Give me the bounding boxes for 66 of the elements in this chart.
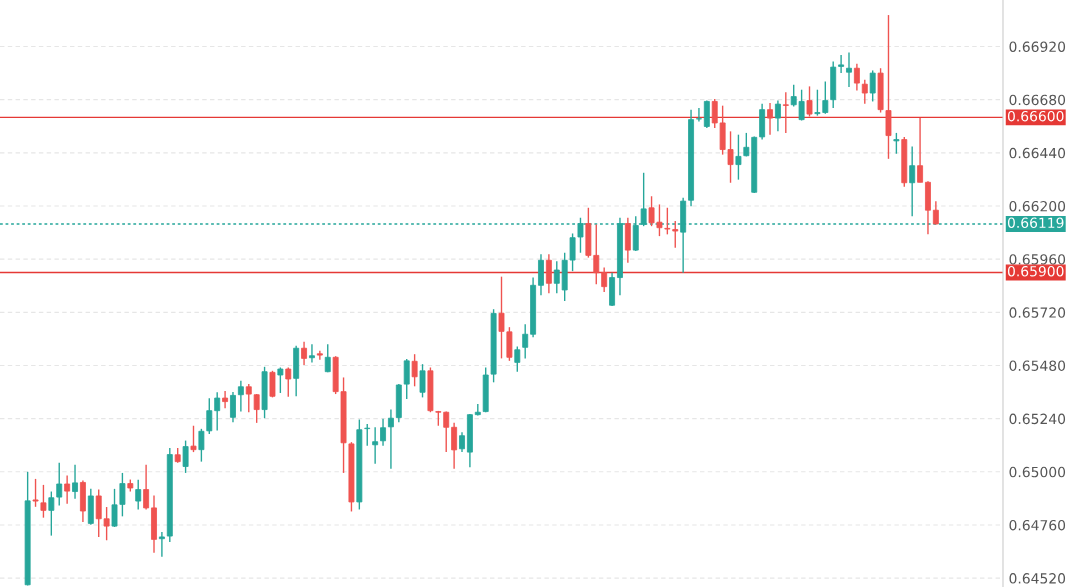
- candlestick: [214, 391, 221, 432]
- ref-line-label: 0.66119: [1007, 217, 1064, 228]
- y-tick-label: 0.65480: [1009, 360, 1066, 371]
- y-tick-label: 0.64520: [1009, 573, 1066, 584]
- y-tick-label: 0.66440: [1009, 147, 1066, 159]
- candlestick: [135, 479, 142, 511]
- candlestick: [277, 366, 284, 394]
- y-tick-label: 0.65000: [1009, 466, 1066, 478]
- candlestick: [182, 439, 189, 474]
- candlestick: [695, 107, 702, 123]
- candlestick: [237, 380, 244, 413]
- candlestick: [285, 366, 292, 398]
- candlestick: [222, 390, 229, 409]
- candlestick: [545, 253, 552, 294]
- candlestick: [846, 51, 852, 88]
- y-tick-label: 0.65240: [1009, 413, 1066, 425]
- ref-line-label: 0.65900: [1007, 265, 1064, 277]
- candlestick: [380, 418, 386, 447]
- candlestick: [522, 323, 529, 360]
- ref-line-label: 0.66600: [1007, 110, 1064, 122]
- candlestick: [198, 428, 205, 463]
- candlestick: [316, 350, 323, 361]
- y-tick-label: 0.66920: [1009, 41, 1066, 52]
- candlestick: [387, 408, 394, 470]
- y-tick-label: 0.65960: [1009, 254, 1066, 265]
- candlestick: [869, 69, 876, 103]
- candlestick: [735, 133, 742, 181]
- candlestick: [861, 79, 868, 105]
- candlestick: [514, 345, 521, 373]
- candlestick: [838, 54, 845, 74]
- candlestick: [451, 422, 458, 470]
- candlestick: [932, 200, 939, 226]
- candlestick: [767, 102, 773, 136]
- candlestick: [64, 474, 71, 505]
- candlestick: [269, 370, 276, 399]
- candlestick: [474, 403, 481, 417]
- candlestick: [190, 425, 197, 453]
- candlestick: [158, 531, 165, 558]
- candlestick: [230, 391, 236, 423]
- candlestick: [806, 85, 813, 118]
- y-tick-label: 0.66200: [1009, 200, 1066, 212]
- candlestick: [553, 260, 560, 294]
- candlestick: [411, 353, 418, 388]
- candlestick: [419, 363, 426, 399]
- candlestick: [893, 132, 900, 155]
- candlestick: [324, 343, 331, 374]
- candlestick: [32, 478, 39, 508]
- candlestick: [206, 397, 213, 435]
- candlestick: [459, 431, 465, 453]
- candlestick: [909, 145, 916, 217]
- candlestick: [72, 464, 78, 500]
- candlestick: [443, 410, 450, 453]
- candlestick: [372, 426, 379, 465]
- candlestick: [143, 464, 150, 511]
- candlestick: [40, 484, 47, 519]
- y-tick-label: 0.66680: [1009, 94, 1066, 106]
- candlestick: [403, 358, 410, 400]
- candlestick: [782, 91, 789, 134]
- y-tick-label: 0.64760: [1009, 519, 1066, 531]
- candlestick: [309, 343, 315, 364]
- candlestick: [917, 117, 924, 183]
- candlestick: [601, 266, 608, 293]
- candlestick: [774, 99, 781, 133]
- candlestick: [853, 63, 860, 92]
- y-tick-label: 0.65720: [1009, 307, 1066, 318]
- candlestick: [301, 341, 308, 366]
